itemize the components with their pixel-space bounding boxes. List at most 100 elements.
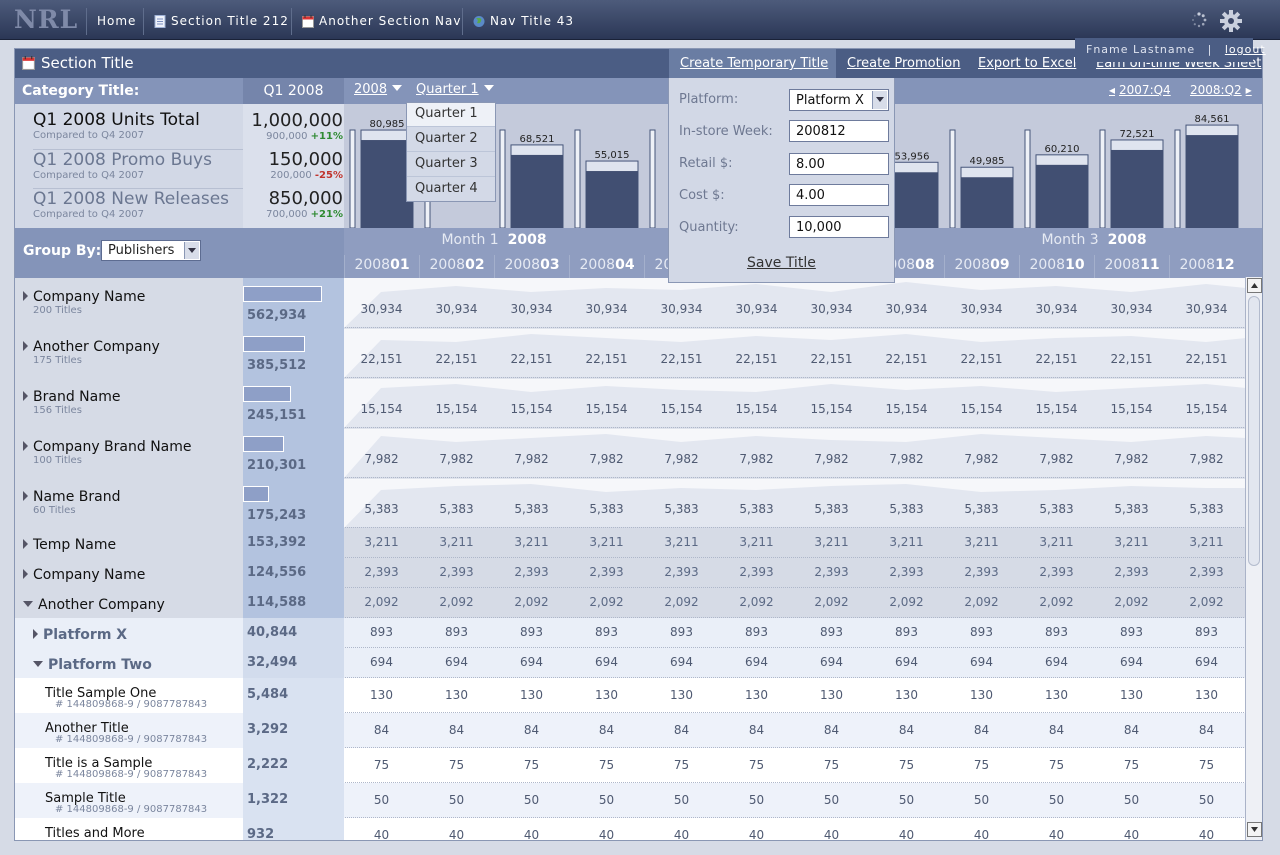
loading-spinner-icon: [1192, 12, 1207, 28]
chevron-down-icon: [392, 85, 403, 91]
vertical-scrollbar[interactable]: [1245, 277, 1262, 840]
row-label[interactable]: Temp Name: [23, 534, 116, 553]
nav-title-43[interactable]: Nav Title 43: [462, 8, 584, 35]
expand-arrow-icon[interactable]: [23, 291, 28, 301]
quantity-input[interactable]: 10,000: [789, 216, 889, 238]
quarter-option[interactable]: Quarter 3: [407, 153, 495, 177]
week-value-cell: 694: [1120, 655, 1143, 669]
week-prefix: 2008: [954, 257, 991, 273]
prev-period-link[interactable]: ◂ 2007:Q4: [1109, 83, 1171, 97]
cost-input[interactable]: 4.00: [789, 184, 889, 206]
week-number: 04: [615, 257, 635, 273]
table-row[interactable]: Company Name 124,556 2,393 2,393 2,393 2,393 2…: [15, 558, 1246, 588]
row-label[interactable]: Title is a Sample # 144809868-9 / 9087787…: [45, 752, 207, 780]
table-row[interactable]: Another Title # 144809868-9 / 9087787843 3…: [15, 713, 1246, 748]
table-row[interactable]: Brand Name 156 Titles 245,151 15,154 15,154 1…: [15, 378, 1246, 428]
user-menu: Fname Lastname | logout: [1075, 38, 1265, 62]
row-sparkline: [344, 384, 1246, 428]
scroll-thumb[interactable]: [1248, 296, 1260, 566]
scroll-up-button[interactable]: [1247, 278, 1262, 293]
chevron-down-icon: [483, 85, 494, 91]
nav-another-section[interactable]: Another Section Nav: [291, 8, 471, 35]
row-total: 210,301: [247, 458, 307, 473]
quarter-menu: Quarter 1 Quarter 2 Quarter 3 Quarter 4: [406, 102, 496, 202]
instore-week-input[interactable]: 200812: [789, 120, 889, 142]
quarter-dropdown[interactable]: Quarter 1: [416, 82, 494, 97]
row-label[interactable]: Brand Name 156 Titles: [23, 386, 120, 416]
quarter-option[interactable]: Quarter 4: [415, 181, 478, 196]
quarter-option[interactable]: Quarter 1: [407, 103, 495, 127]
row-label[interactable]: Name Brand 60 Titles: [23, 486, 120, 516]
expand-arrow-icon[interactable]: [23, 491, 28, 501]
table-row[interactable]: Company Brand Name 100 Titles 210,301 7,982…: [15, 428, 1246, 478]
export-to-excel-link[interactable]: Export to Excel: [978, 56, 1077, 71]
expand-arrow-icon[interactable]: [23, 341, 28, 351]
collapse-arrow-icon[interactable]: [23, 601, 33, 607]
user-name: Fname Lastname: [1086, 43, 1196, 56]
platform-select[interactable]: Platform X: [789, 89, 889, 111]
app-logo[interactable]: NRL: [14, 5, 79, 34]
expand-arrow-icon[interactable]: [33, 629, 38, 639]
create-promotion-link[interactable]: Create Promotion: [847, 56, 961, 71]
week-value-cell: 893: [445, 625, 468, 639]
row-label[interactable]: Titles and More# 144809868-9 / 908778784…: [45, 822, 207, 840]
week-value-cell: 130: [1120, 688, 1143, 702]
table-row[interactable]: Title Sample One # 144809868-9 / 90877878…: [15, 678, 1246, 713]
retail-label: Retail $:: [679, 156, 733, 171]
nav-section-title[interactable]: Section Title 212: [143, 8, 299, 35]
week-header: 200811: [1094, 255, 1169, 278]
retail-input[interactable]: 8.00: [789, 153, 889, 175]
year-dropdown[interactable]: 2008: [354, 82, 403, 97]
scroll-down-button[interactable]: [1247, 822, 1262, 837]
create-temporary-title-link[interactable]: Create Temporary Title: [680, 56, 829, 71]
table-row[interactable]: Platform X 40,844 893 893 893 893 893 893 893 893…: [15, 618, 1246, 648]
week-value-cell: 2,092: [1189, 595, 1224, 609]
row-label[interactable]: Another Company 175 Titles: [23, 336, 160, 366]
week-value-cell: 75: [1048, 758, 1065, 772]
promo-bar: [349, 129, 356, 228]
row-label[interactable]: Another Company: [23, 594, 165, 613]
row-label-cell: Sample Title # 144809868-9 / 9087787843: [15, 783, 243, 818]
row-label[interactable]: Company Name: [23, 564, 145, 583]
expand-arrow-icon[interactable]: [23, 441, 28, 451]
table-row[interactable]: Title is a Sample # 144809868-9 / 9087787…: [15, 748, 1246, 783]
gear-icon[interactable]: [1219, 9, 1243, 33]
week-value-cell: 130: [445, 688, 468, 702]
row-label[interactable]: Platform Two: [33, 654, 152, 673]
row-label[interactable]: Company Name 200 Titles: [23, 286, 145, 316]
promo-bar: [1099, 129, 1106, 228]
row-label[interactable]: Sample Title # 144809868-9 / 9087787843: [45, 787, 207, 815]
logout-link[interactable]: logout: [1224, 43, 1266, 56]
collapse-arrow-icon[interactable]: [33, 661, 43, 667]
row-label[interactable]: Title Sample One # 144809868-9 / 90877878…: [45, 682, 207, 710]
total-bar: [243, 286, 323, 302]
table-row[interactable]: Name Brand 60 Titles 175,243 5,383 5,383 5,38…: [15, 478, 1246, 528]
expand-arrow-icon[interactable]: [23, 569, 28, 579]
table-row[interactable]: Another Company 114,588 2,092 2,092 2,092 2,0…: [15, 588, 1246, 618]
week-value-cell: 5,383: [664, 502, 699, 516]
row-label[interactable]: Company Brand Name 100 Titles: [23, 436, 192, 466]
row-label[interactable]: Another Title # 144809868-9 / 9087787843: [45, 717, 207, 745]
expand-arrow-icon[interactable]: [23, 391, 28, 401]
week-value-cell: 3,211: [1039, 535, 1074, 549]
week-value-cell: 75: [898, 758, 915, 772]
group-by-select[interactable]: Publishers: [101, 240, 201, 261]
row-label[interactable]: Platform X: [33, 624, 127, 643]
table-row[interactable]: Platform Two 32,494 694 694 694 694 694 694 694 6…: [15, 648, 1246, 678]
save-title-link[interactable]: Save Title: [747, 255, 816, 271]
week-value-cell: 5,383: [1039, 502, 1074, 516]
week-value-cell: 7,982: [1114, 452, 1149, 466]
table-row[interactable]: Another Company 175 Titles 385,512 22,151 22…: [15, 328, 1246, 378]
nav-home[interactable]: Home: [86, 8, 146, 35]
expand-arrow-icon[interactable]: [23, 539, 28, 549]
week-value-cell: 694: [1195, 655, 1218, 669]
table-row[interactable]: Temp Name 153,392 3,211 3,211 3,211 3,211 3,21…: [15, 528, 1246, 558]
table-row[interactable]: Sample Title # 144809868-9 / 9087787843 1,…: [15, 783, 1246, 818]
quarter-option[interactable]: Quarter 2: [407, 128, 495, 152]
week-value-cell: 40: [748, 828, 765, 841]
table-row[interactable]: Company Name 200 Titles 562,934 30,934 30,93…: [15, 278, 1246, 328]
quantity-label: Quantity:: [679, 220, 739, 235]
next-period-link[interactable]: 2008:Q2 ▸: [1190, 83, 1252, 97]
week-value-cell: 694: [1045, 655, 1068, 669]
table-row[interactable]: Titles and More# 144809868-9 / 908778784…: [15, 818, 1246, 841]
